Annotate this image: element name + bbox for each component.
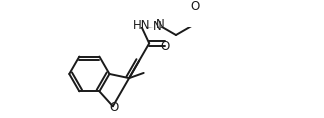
Text: O: O xyxy=(160,40,169,53)
Text: N: N xyxy=(152,20,161,33)
Text: O: O xyxy=(191,0,200,13)
Text: N: N xyxy=(156,19,165,32)
Text: O: O xyxy=(109,101,118,114)
Text: HN: HN xyxy=(133,19,150,32)
